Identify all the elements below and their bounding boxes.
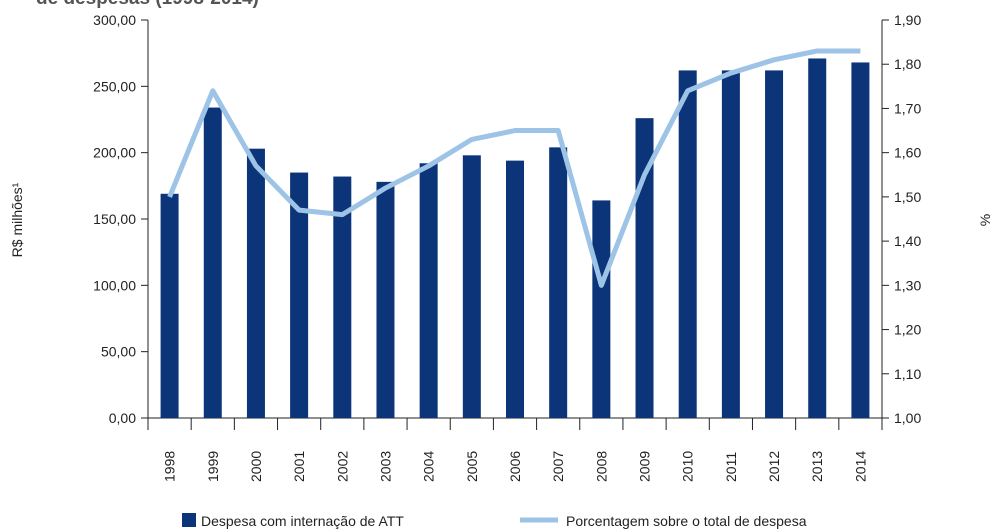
y2-tick-label: 1,20 bbox=[894, 322, 921, 338]
y2-tick-label: 1,50 bbox=[894, 189, 921, 205]
y2-tick-label: 1,10 bbox=[894, 366, 921, 382]
x-tick-label: 2001 bbox=[291, 451, 307, 482]
y2-tick-label: 1,00 bbox=[894, 410, 921, 426]
bar bbox=[678, 70, 697, 418]
x-tick-label: 2002 bbox=[334, 451, 350, 482]
x-tick-label: 1999 bbox=[205, 451, 221, 482]
x-tick-label: 1998 bbox=[162, 451, 178, 482]
bar bbox=[419, 163, 438, 418]
bar bbox=[765, 70, 784, 418]
x-tick-label: 2009 bbox=[637, 451, 653, 482]
y-tick-label: 100,00 bbox=[93, 277, 136, 293]
x-tick-label: 2012 bbox=[766, 451, 782, 482]
x-tick-label: 2007 bbox=[550, 451, 566, 482]
bar bbox=[721, 70, 740, 418]
x-tick-label: 2011 bbox=[723, 452, 739, 482]
x-tick-label: 2004 bbox=[421, 451, 437, 482]
y-tick-label: 150,00 bbox=[93, 211, 136, 227]
x-tick-label: 2006 bbox=[507, 451, 523, 482]
y2-tick-label: 1,90 bbox=[894, 12, 921, 28]
bar bbox=[246, 148, 265, 419]
y-tick-label: 50,00 bbox=[101, 344, 136, 360]
y-axis-label: R$ milhões¹ bbox=[9, 182, 25, 257]
y2-axis-label: % bbox=[977, 214, 993, 226]
y-tick-label: 300,00 bbox=[93, 12, 136, 28]
bar bbox=[290, 172, 309, 418]
y2-tick-label: 1,80 bbox=[894, 56, 921, 72]
y2-tick-label: 1,30 bbox=[894, 277, 921, 293]
y2-tick-label: 1,40 bbox=[894, 233, 921, 249]
x-tick-label: 2010 bbox=[680, 451, 696, 482]
y-tick-label: 200,00 bbox=[93, 145, 136, 161]
y-tick-label: 250,00 bbox=[93, 78, 136, 94]
x-tick-label: 2013 bbox=[809, 451, 825, 482]
chart-title: de despesas (1998-2014) bbox=[36, 0, 259, 9]
bar bbox=[462, 155, 481, 418]
x-tick-label: 2003 bbox=[377, 451, 393, 482]
bar bbox=[592, 200, 611, 418]
y2-tick-label: 1,70 bbox=[894, 100, 921, 116]
bar bbox=[160, 193, 179, 418]
y2-tick-label: 1,60 bbox=[894, 145, 921, 161]
bar bbox=[506, 160, 524, 419]
bar bbox=[808, 58, 827, 419]
y-tick-label: 0,00 bbox=[109, 410, 136, 426]
x-tick-label: 2005 bbox=[464, 451, 480, 482]
bar bbox=[333, 176, 352, 418]
legend-label: Despesa com internação de ATT bbox=[201, 513, 404, 529]
x-tick-label: 2014 bbox=[852, 451, 868, 482]
legend-label: Porcentagem sobre o total de despesa bbox=[566, 513, 807, 529]
line bbox=[167, 48, 861, 288]
x-tick-label: 2008 bbox=[593, 451, 609, 482]
bar bbox=[549, 147, 568, 419]
bar bbox=[376, 181, 395, 418]
bar bbox=[851, 62, 870, 418]
legend-swatch bbox=[182, 513, 196, 527]
bar bbox=[203, 107, 222, 418]
x-tick-label: 2000 bbox=[248, 451, 264, 482]
